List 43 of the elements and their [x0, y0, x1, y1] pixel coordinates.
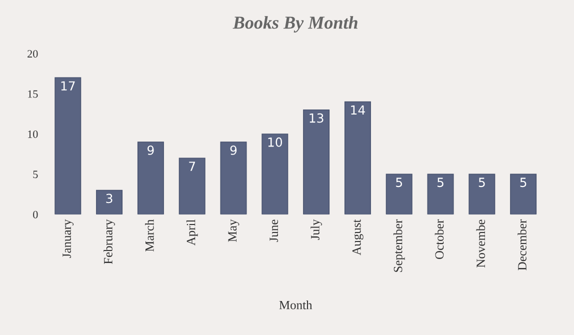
bar: [303, 109, 330, 214]
x-tick-label: March: [145, 219, 154, 252]
bar: [96, 190, 123, 214]
x-tick-label: September: [393, 219, 405, 272]
data-label: 14: [351, 105, 365, 115]
data-label: 5: [478, 178, 485, 188]
bar: [344, 101, 371, 214]
y-tick-label: 10: [28, 130, 38, 138]
bar: [178, 158, 206, 214]
data-label: 9: [148, 145, 154, 155]
bar: [137, 142, 164, 214]
data-label: 5: [396, 178, 402, 188]
x-tick-label: December: [518, 219, 526, 270]
data-label: 5: [520, 178, 526, 188]
data-label: 3: [106, 194, 112, 204]
x-axis-title: Month: [279, 300, 312, 310]
x-tick-label: January: [62, 219, 74, 258]
x-tick-label: July: [310, 219, 322, 240]
bar: [220, 142, 247, 214]
data-label: 7: [189, 162, 196, 171]
bar: [262, 134, 288, 214]
x-tick-label: May: [228, 219, 240, 242]
data-label: 10: [268, 137, 282, 147]
y-tick-label: 15: [28, 90, 38, 98]
x-tick-label: October: [434, 219, 444, 260]
chart-title: Books By Month: [232, 16, 358, 32]
bar: [468, 174, 496, 214]
data-label: 9: [230, 145, 237, 155]
y-tick-label: 0: [33, 210, 38, 218]
x-tick-label: February: [104, 219, 115, 264]
bar: [54, 77, 82, 214]
x-tick-label: August: [352, 219, 364, 256]
x-tick-label: April: [186, 220, 198, 246]
bar: [510, 174, 537, 214]
y-tick-label: 20: [28, 50, 38, 58]
bar: [386, 174, 412, 214]
data-label: 17: [61, 81, 75, 90]
bar: [427, 174, 454, 214]
data-label: 13: [310, 113, 324, 123]
data-label: 5: [438, 178, 444, 188]
x-tick-label: Novembe: [476, 220, 486, 268]
x-tick-label: June: [270, 220, 278, 242]
y-tick-label: 5: [33, 170, 38, 178]
